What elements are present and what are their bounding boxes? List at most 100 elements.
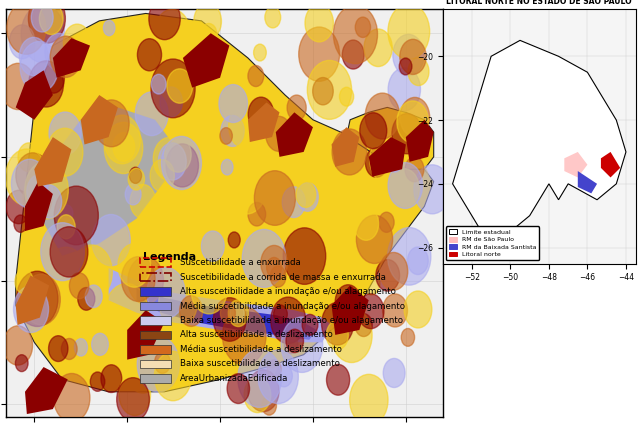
Circle shape <box>365 93 400 139</box>
Polygon shape <box>453 40 626 247</box>
Circle shape <box>10 25 35 59</box>
Circle shape <box>31 3 53 32</box>
Circle shape <box>49 112 81 155</box>
Circle shape <box>13 286 49 332</box>
Circle shape <box>167 69 193 103</box>
Circle shape <box>14 215 27 232</box>
Circle shape <box>85 285 102 308</box>
Circle shape <box>101 37 125 69</box>
Circle shape <box>137 336 179 392</box>
Circle shape <box>315 162 352 212</box>
Circle shape <box>335 285 361 319</box>
Circle shape <box>381 144 403 173</box>
Circle shape <box>262 396 277 415</box>
Circle shape <box>376 260 399 291</box>
Polygon shape <box>53 38 90 78</box>
Circle shape <box>286 329 304 353</box>
Circle shape <box>230 304 244 323</box>
Circle shape <box>228 232 240 248</box>
Circle shape <box>104 115 141 164</box>
Circle shape <box>37 185 62 218</box>
Circle shape <box>7 2 46 54</box>
FancyBboxPatch shape <box>141 331 171 339</box>
Circle shape <box>165 137 191 172</box>
Circle shape <box>248 65 264 87</box>
Circle shape <box>6 190 31 224</box>
Polygon shape <box>15 14 434 392</box>
Circle shape <box>261 340 282 368</box>
Circle shape <box>125 184 141 205</box>
Polygon shape <box>81 95 118 144</box>
Text: Média suscetibilidade a inundação e/ou alagamento: Média suscetibilidade a inundação e/ou a… <box>180 301 404 311</box>
Circle shape <box>198 87 215 110</box>
Text: Legenda: Legenda <box>143 252 196 263</box>
Circle shape <box>160 87 182 117</box>
Polygon shape <box>601 152 620 178</box>
Polygon shape <box>25 181 53 231</box>
Polygon shape <box>369 137 406 177</box>
Circle shape <box>393 34 424 76</box>
Legend: Limite estadual, RM de São Paulo, RM da Baixada Santista, Litoral norte: Limite estadual, RM de São Paulo, RM da … <box>446 226 539 261</box>
Circle shape <box>153 137 186 181</box>
Circle shape <box>322 303 354 345</box>
Circle shape <box>388 4 429 60</box>
Circle shape <box>45 33 73 71</box>
FancyBboxPatch shape <box>141 287 171 296</box>
Circle shape <box>130 167 141 184</box>
Circle shape <box>276 365 292 387</box>
Polygon shape <box>248 102 279 142</box>
Circle shape <box>54 186 98 245</box>
Circle shape <box>121 257 155 301</box>
Circle shape <box>113 133 135 162</box>
Circle shape <box>254 44 266 61</box>
Circle shape <box>387 152 402 172</box>
Circle shape <box>388 68 421 111</box>
Circle shape <box>404 291 432 328</box>
Circle shape <box>48 130 62 148</box>
Polygon shape <box>183 33 229 88</box>
Polygon shape <box>34 108 173 256</box>
Circle shape <box>287 95 306 120</box>
FancyBboxPatch shape <box>141 374 171 382</box>
Circle shape <box>340 87 354 106</box>
Circle shape <box>126 348 160 393</box>
Circle shape <box>103 20 115 36</box>
Circle shape <box>338 203 352 221</box>
Circle shape <box>302 314 318 335</box>
Circle shape <box>186 41 200 60</box>
Circle shape <box>242 230 286 287</box>
Circle shape <box>69 273 89 299</box>
Circle shape <box>261 121 273 137</box>
Circle shape <box>180 296 203 326</box>
Circle shape <box>397 161 429 204</box>
Polygon shape <box>564 152 587 178</box>
Circle shape <box>355 314 372 337</box>
FancyBboxPatch shape <box>141 360 171 368</box>
Circle shape <box>333 5 377 64</box>
Circle shape <box>94 100 129 147</box>
Circle shape <box>28 0 65 43</box>
Polygon shape <box>108 268 331 342</box>
Circle shape <box>221 116 244 147</box>
Circle shape <box>178 330 195 351</box>
Circle shape <box>118 317 145 352</box>
Circle shape <box>117 378 150 421</box>
Circle shape <box>313 77 333 105</box>
Circle shape <box>331 308 372 363</box>
Circle shape <box>3 326 33 365</box>
Circle shape <box>15 355 28 371</box>
Title: LOCALIZAÇÃO DA REGIÃO METROPOLITANA
DE SÃO PAULO, BAIXADA SANTISTA E
LITORAL NOR: LOCALIZAÇÃO DA REGIÃO METROPOLITANA DE S… <box>446 0 632 6</box>
Circle shape <box>222 307 266 365</box>
Circle shape <box>284 336 298 354</box>
Circle shape <box>297 183 318 211</box>
Circle shape <box>155 351 191 401</box>
Circle shape <box>248 202 266 226</box>
Circle shape <box>15 269 33 294</box>
Circle shape <box>266 258 282 278</box>
Circle shape <box>128 257 164 304</box>
Circle shape <box>213 298 246 341</box>
Polygon shape <box>276 112 313 157</box>
Circle shape <box>50 227 88 277</box>
Polygon shape <box>15 70 53 120</box>
Circle shape <box>104 122 143 173</box>
